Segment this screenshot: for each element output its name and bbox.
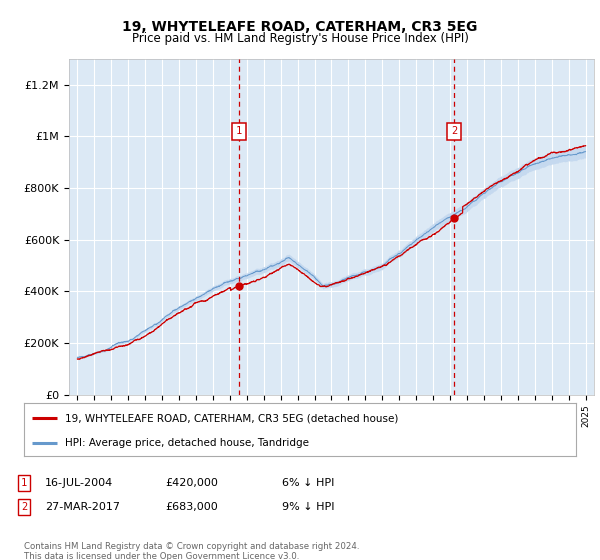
Text: £420,000: £420,000 — [165, 478, 218, 488]
Text: 2: 2 — [451, 126, 457, 136]
Text: HPI: Average price, detached house, Tandridge: HPI: Average price, detached house, Tand… — [65, 438, 310, 448]
Text: 2: 2 — [21, 502, 27, 512]
Text: 16-JUL-2004: 16-JUL-2004 — [45, 478, 113, 488]
Text: 9% ↓ HPI: 9% ↓ HPI — [282, 502, 335, 512]
Text: 1: 1 — [236, 126, 242, 136]
Text: Contains HM Land Registry data © Crown copyright and database right 2024.
This d: Contains HM Land Registry data © Crown c… — [24, 542, 359, 560]
Text: 1: 1 — [21, 478, 27, 488]
Text: 27-MAR-2017: 27-MAR-2017 — [45, 502, 120, 512]
Text: 19, WHYTELEAFE ROAD, CATERHAM, CR3 5EG (detached house): 19, WHYTELEAFE ROAD, CATERHAM, CR3 5EG (… — [65, 413, 399, 423]
Text: £683,000: £683,000 — [165, 502, 218, 512]
Text: Price paid vs. HM Land Registry's House Price Index (HPI): Price paid vs. HM Land Registry's House … — [131, 32, 469, 45]
Text: 6% ↓ HPI: 6% ↓ HPI — [282, 478, 334, 488]
Text: 19, WHYTELEAFE ROAD, CATERHAM, CR3 5EG: 19, WHYTELEAFE ROAD, CATERHAM, CR3 5EG — [122, 20, 478, 34]
